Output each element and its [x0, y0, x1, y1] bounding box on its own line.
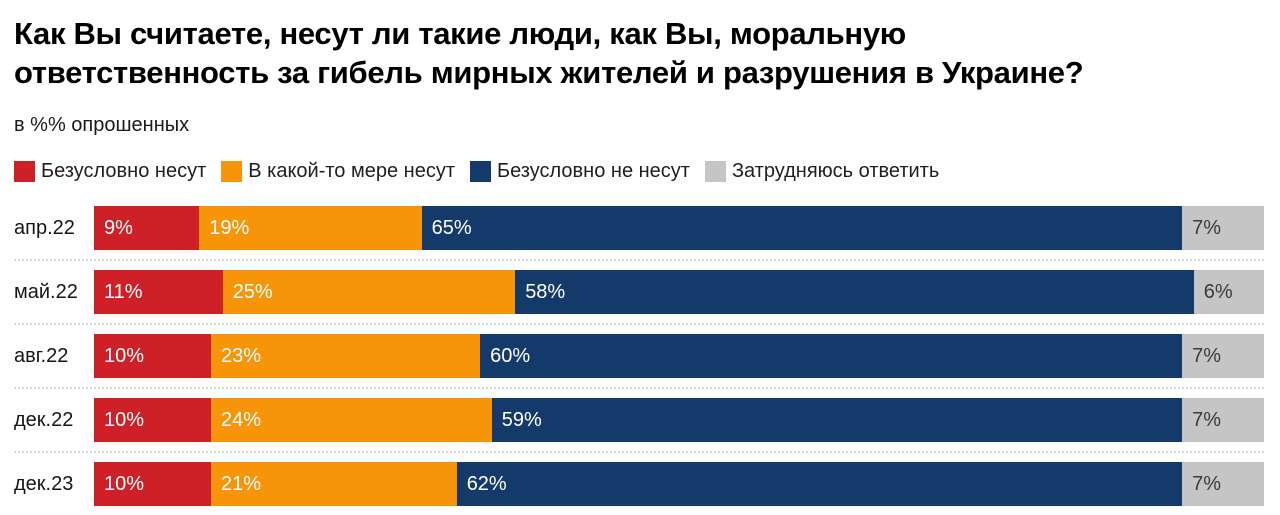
chart-legend: Безусловно несут В какой-то мере несут Без… — [14, 160, 1264, 183]
legend-label-definitely-bear: Безусловно несут — [41, 160, 207, 183]
bar-segment-somewhat-bear: 19% — [199, 206, 422, 251]
bar-segment-definitely-bear: 10% — [94, 334, 211, 379]
legend-label-definitely-not-bear: Безусловно не несут — [497, 160, 690, 183]
stacked-bar: 10% 23% 60% 7% — [94, 334, 1264, 379]
legend-item-somewhat-bear: В какой-то мере несут — [221, 160, 455, 183]
legend-swatch-definitely-not-bear — [470, 161, 491, 183]
legend-label-somewhat-bear: В какой-то мере несут — [248, 160, 455, 183]
chart-row: авг.22 10% 23% 60% 7% — [14, 323, 1264, 387]
bar-segment-definitely-not-bear: 65% — [421, 206, 1183, 251]
bar-segment-somewhat-bear: 21% — [211, 462, 457, 507]
bar-segment-hard-to-answer: 7% — [1182, 334, 1264, 379]
bar-value-label: 7% — [1192, 472, 1221, 495]
legend-item-hard-to-answer: Затрудняюсь ответить — [704, 160, 940, 183]
bar-value-label: 7% — [1192, 408, 1221, 431]
legend-swatch-somewhat-bear — [221, 161, 243, 183]
bar-value-label: 58% — [525, 280, 566, 303]
bar-value-label: 62% — [466, 472, 507, 495]
chart-row: дек.22 10% 24% 59% 7% — [14, 387, 1264, 451]
bar-value-label: 60% — [490, 344, 531, 367]
legend-item-definitely-bear: Безусловно несут — [14, 160, 206, 183]
chart-subtitle: в %% опрошенных — [14, 114, 190, 137]
stacked-bar: 10% 24% 59% 7% — [94, 398, 1264, 443]
bar-segment-definitely-bear: 10% — [94, 398, 211, 443]
legend-swatch-hard-to-answer — [704, 161, 726, 183]
chart-rows: апр.22 9% 19% 65% 7% май.22 11% 25% 58% 6% авг.22 1… — [14, 197, 1264, 515]
bar-value-label: 23% — [221, 344, 262, 367]
bar-segment-hard-to-answer: 7% — [1182, 206, 1264, 251]
bar-segment-hard-to-answer: 7% — [1182, 398, 1264, 443]
stacked-bar: 10% 21% 62% 7% — [94, 462, 1264, 507]
row-label: апр.22 — [14, 216, 75, 239]
bar-value-label: 59% — [501, 408, 542, 431]
bar-segment-somewhat-bear: 24% — [211, 398, 492, 443]
bar-segment-somewhat-bear: 23% — [211, 334, 481, 379]
chart-row: апр.22 9% 19% 65% 7% — [14, 197, 1264, 259]
chart-row: май.22 11% 25% 58% 6% — [14, 259, 1264, 323]
bar-value-label: 10% — [104, 344, 145, 367]
stacked-bar: 9% 19% 65% 7% — [94, 206, 1264, 251]
bar-value-label: 19% — [209, 216, 250, 239]
bar-segment-definitely-bear: 11% — [94, 270, 223, 315]
legend-label-hard-to-answer: Затрудняюсь ответить — [731, 160, 940, 183]
bar-segment-definitely-bear: 9% — [94, 206, 200, 251]
bar-segment-definitely-not-bear: 59% — [491, 398, 1183, 443]
page-title-line1: Как Вы считаете, несут ли такие люди, ка… — [14, 16, 906, 51]
legend-item-definitely-not-bear: Безусловно не несут — [470, 160, 690, 183]
row-label: авг.22 — [14, 344, 69, 367]
bar-value-label: 9% — [104, 216, 133, 239]
bar-segment-somewhat-bear: 25% — [222, 270, 516, 315]
row-label: дек.22 — [14, 408, 74, 431]
page-title-line2: ответственность за гибель мирных жителей… — [14, 55, 1084, 91]
bar-segment-hard-to-answer: 7% — [1182, 462, 1264, 507]
bar-value-label: 7% — [1192, 216, 1221, 239]
bar-value-label: 25% — [232, 280, 273, 303]
bar-segment-definitely-not-bear: 60% — [480, 334, 1183, 379]
bar-value-label: 7% — [1192, 344, 1221, 367]
row-label: май.22 — [14, 280, 78, 303]
bar-value-label: 65% — [431, 216, 472, 239]
bar-segment-definitely-not-bear: 62% — [456, 462, 1183, 507]
chart-row: дек.23 10% 21% 62% 7% — [14, 451, 1264, 515]
bar-segment-definitely-not-bear: 58% — [515, 270, 1194, 315]
bar-segment-hard-to-answer: 6% — [1193, 270, 1264, 315]
bar-value-label: 6% — [1203, 280, 1233, 303]
stacked-bar: 11% 25% 58% 6% — [94, 270, 1264, 315]
bar-value-label: 24% — [221, 408, 262, 431]
row-label: дек.23 — [14, 472, 74, 495]
legend-swatch-definitely-bear — [14, 161, 35, 183]
bar-value-label: 11% — [104, 280, 143, 303]
bar-value-label: 21% — [221, 472, 262, 495]
bar-value-label: 10% — [104, 408, 145, 431]
page-title: Как Вы считаете, несут ли такие люди, ка… — [14, 14, 1264, 92]
bar-segment-definitely-bear: 10% — [94, 462, 211, 507]
bar-value-label: 10% — [104, 472, 145, 495]
